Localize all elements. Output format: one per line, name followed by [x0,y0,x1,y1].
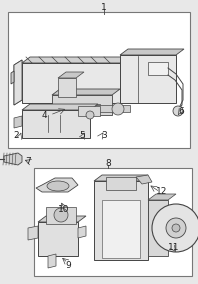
Bar [148,62,168,75]
Bar [58,78,76,97]
Text: 2: 2 [13,131,19,141]
Polygon shape [14,116,22,128]
Circle shape [173,106,183,116]
Bar [95,105,130,112]
Polygon shape [22,57,128,63]
Bar [46,207,76,224]
Text: 5: 5 [79,131,85,141]
Polygon shape [22,104,98,110]
Bar [22,63,120,103]
Polygon shape [11,71,14,84]
Circle shape [86,111,94,119]
Bar [78,106,100,116]
Polygon shape [120,49,184,55]
Polygon shape [148,194,176,200]
Polygon shape [136,175,152,184]
Text: 4: 4 [41,110,47,120]
Bar [34,168,192,276]
Circle shape [172,224,180,232]
Polygon shape [94,175,148,181]
Polygon shape [14,60,22,105]
Polygon shape [4,153,22,165]
Circle shape [112,103,124,115]
Text: 10: 10 [58,206,70,214]
Polygon shape [14,60,22,105]
Bar [8,12,190,148]
Bar [52,95,112,115]
Circle shape [54,208,68,222]
Circle shape [152,204,198,252]
Text: 1: 1 [101,3,107,11]
Bar [38,222,78,256]
Polygon shape [58,72,84,78]
Polygon shape [52,89,120,95]
Circle shape [166,218,186,238]
Bar [94,181,148,260]
Bar [102,200,140,258]
Bar [80,104,100,110]
Text: 6: 6 [178,108,184,116]
Bar [22,110,90,138]
Text: 7: 7 [25,158,31,166]
Polygon shape [36,178,78,192]
Polygon shape [38,216,86,222]
Polygon shape [28,226,38,240]
Bar [148,200,168,256]
Text: 3: 3 [101,131,107,141]
Text: 11: 11 [168,243,180,252]
Ellipse shape [47,181,69,191]
Bar [120,55,176,103]
Text: 8: 8 [105,158,111,168]
Bar [106,177,136,190]
Text: 9: 9 [65,260,71,270]
Polygon shape [78,226,86,238]
Polygon shape [48,254,56,268]
Text: 12: 12 [156,187,168,197]
